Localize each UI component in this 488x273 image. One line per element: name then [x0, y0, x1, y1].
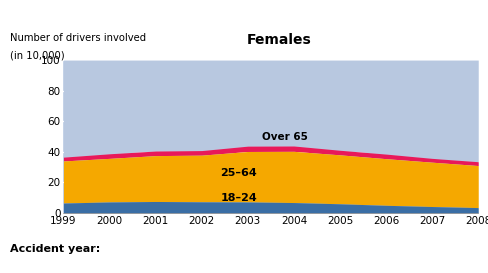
Text: (in 10,000): (in 10,000) [9, 51, 64, 61]
Text: 18–24: 18–24 [220, 193, 257, 203]
Text: Accident year:: Accident year: [9, 244, 100, 254]
Text: 25–64: 25–64 [220, 168, 257, 178]
Text: Females: Females [247, 32, 311, 46]
Text: Number of drivers involved: Number of drivers involved [9, 32, 145, 43]
Text: Over 65: Over 65 [262, 132, 307, 142]
